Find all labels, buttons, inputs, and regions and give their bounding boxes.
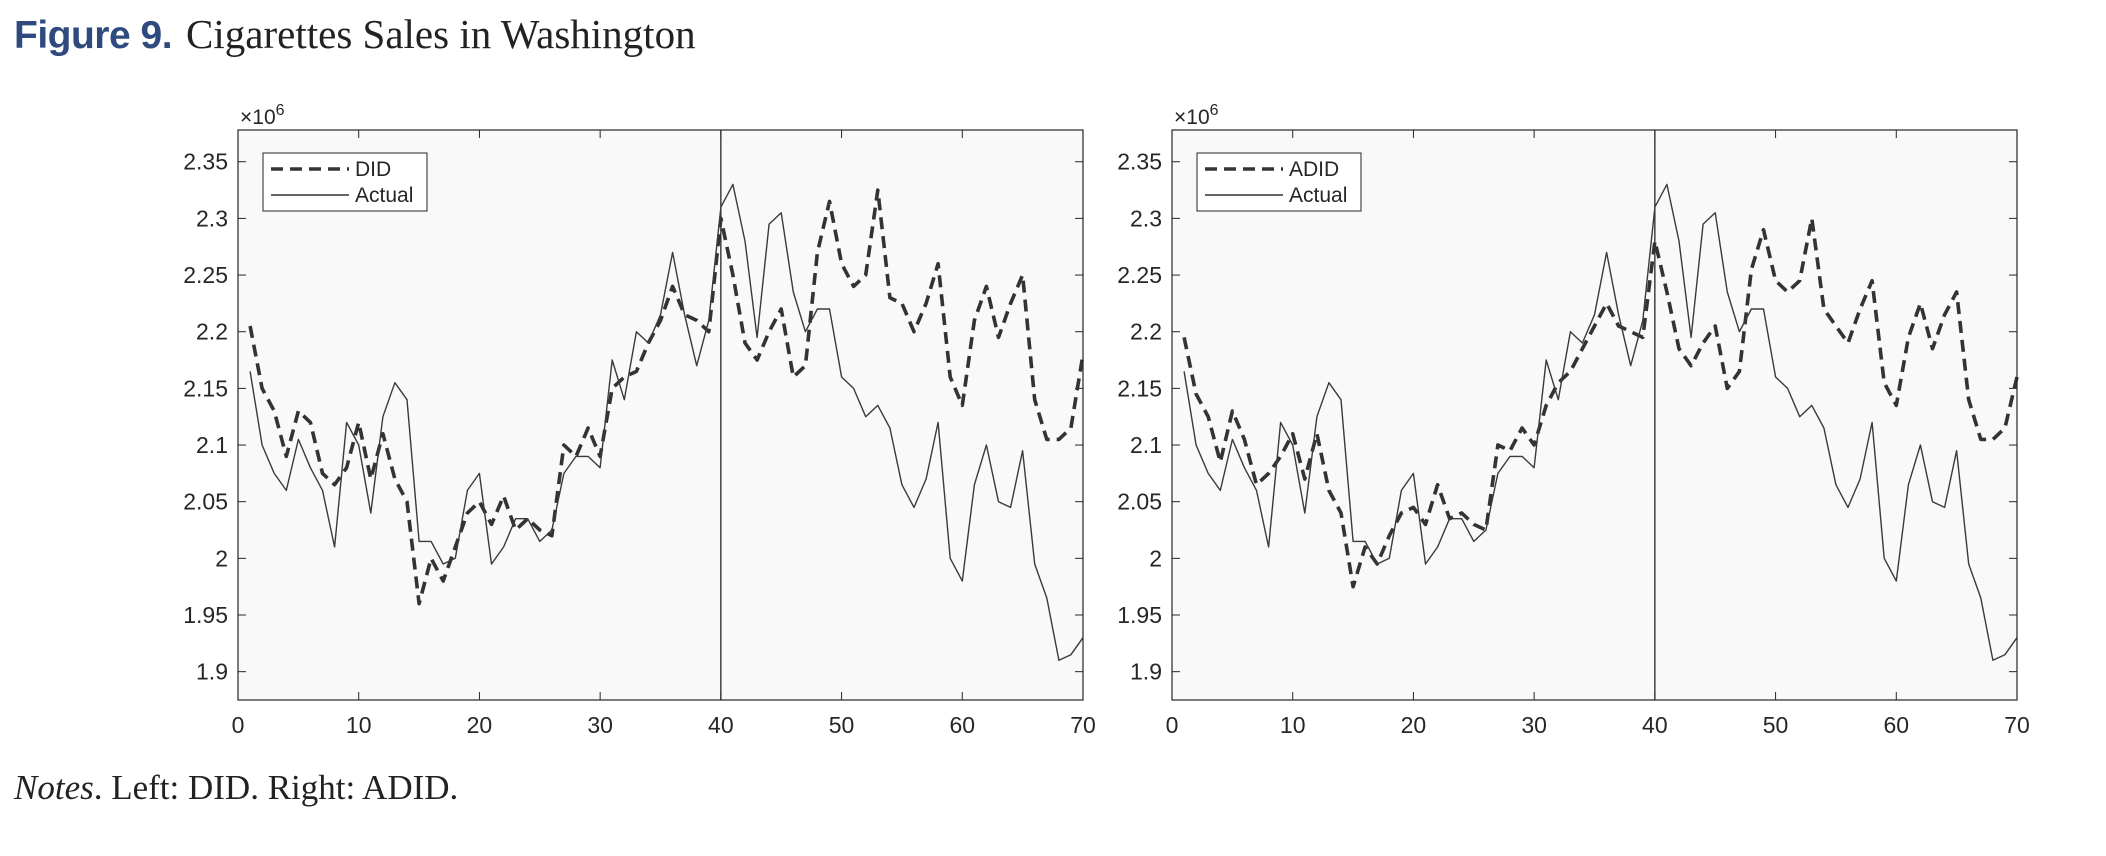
chart-panel-2: 0 10 20 30 40 50 60 70 1.9 1.95 2 2.05 2.1 2.15 2.2 2.2… [1117, 102, 2030, 738]
x-tick-label: 0 [1166, 712, 1179, 738]
y-tick-label: 2.05 [1117, 489, 1162, 515]
legend-box [1196, 152, 1362, 212]
y-tick-label: 2.2 [196, 319, 228, 345]
chart-panel-1: 0 10 20 30 40 50 60 70 1.9 1.95 2 2.05 2.1 2.15 2.2 2.2… [183, 102, 1096, 738]
x-tick-label: 60 [1883, 712, 1909, 738]
series-line-adid [1182, 216, 2019, 589]
notes-label: Notes [14, 768, 94, 807]
y-tick-label: 2.2 [1130, 319, 1162, 345]
figure-caption: Cigarettes Sales in Washington [186, 11, 696, 57]
plot-frame [1171, 129, 2018, 701]
legend-label-did: DID [355, 158, 391, 181]
legend-box [262, 152, 428, 212]
figure-label: Figure 9. [14, 14, 173, 57]
y-tick-label: 2 [215, 545, 228, 571]
y-tick-label: 2.15 [1117, 375, 1162, 401]
y-tick-label: 2.05 [183, 489, 228, 515]
y-tick-label: 2.15 [183, 375, 228, 401]
y-tick-label: 2.35 [183, 149, 228, 175]
y-tick-label: 1.9 [196, 659, 228, 685]
y-tick-label: 1.95 [183, 602, 228, 628]
x-tick-label: 30 [1521, 712, 1547, 738]
x-tick-label: 70 [1070, 712, 1096, 738]
plot-frame [237, 129, 1084, 701]
series-line-actual [1183, 183, 2018, 661]
x-tick-label: 0 [232, 712, 245, 738]
plot-area [1172, 130, 2017, 700]
series-line-actual [249, 183, 1084, 661]
y-tick-label: 2.1 [196, 432, 228, 458]
x-tick-label: 50 [1763, 712, 1789, 738]
y-tick-label: 1.9 [1130, 659, 1162, 685]
x-tick-label: 10 [1280, 712, 1306, 738]
x-tick-label: 40 [708, 712, 734, 738]
y-tick-label: 2.25 [1117, 262, 1162, 288]
y-tick-label: 2 [1149, 545, 1162, 571]
notes-text: . Left: DID. Right: ADID. [93, 768, 459, 807]
legend: ADID Actual [1196, 152, 1362, 212]
legend-label-adid: ADID [1289, 158, 1339, 181]
x-tick-label: 60 [949, 712, 975, 738]
y-tick-label: 2.25 [183, 262, 228, 288]
x-tick-label: 50 [829, 712, 855, 738]
y-tick-label: 2.35 [1117, 149, 1162, 175]
x-tick-label: 20 [1401, 712, 1427, 738]
legend-label-actual: Actual [355, 184, 413, 207]
legend-label-actual: Actual [1289, 184, 1347, 207]
axis-exponent-label: ×106 [1174, 102, 1219, 129]
series-line-did [248, 188, 1085, 606]
figure-notes: Notes. Left: DID. Right: ADID. [14, 768, 458, 808]
exponent-power: 6 [1210, 102, 1219, 119]
legend: DID Actual [262, 152, 428, 212]
exponent-base: ×10 [240, 106, 276, 129]
y-tick-label: 2.3 [196, 205, 228, 231]
x-tick-label: 40 [1642, 712, 1668, 738]
x-tick-label: 70 [2004, 712, 2030, 738]
x-tick-label: 20 [467, 712, 493, 738]
axis-exponent-label: ×106 [240, 102, 285, 129]
x-tick-label: 10 [346, 712, 372, 738]
y-tick-label: 2.3 [1130, 205, 1162, 231]
exponent-power: 6 [276, 102, 285, 119]
exponent-base: ×10 [1174, 106, 1210, 129]
y-tick-label: 1.95 [1117, 602, 1162, 628]
figure-title: Figure 9. Cigarettes Sales in Washington [14, 10, 696, 58]
plot-area [238, 130, 1083, 700]
y-tick-label: 2.1 [1130, 432, 1162, 458]
x-tick-label: 30 [587, 712, 613, 738]
